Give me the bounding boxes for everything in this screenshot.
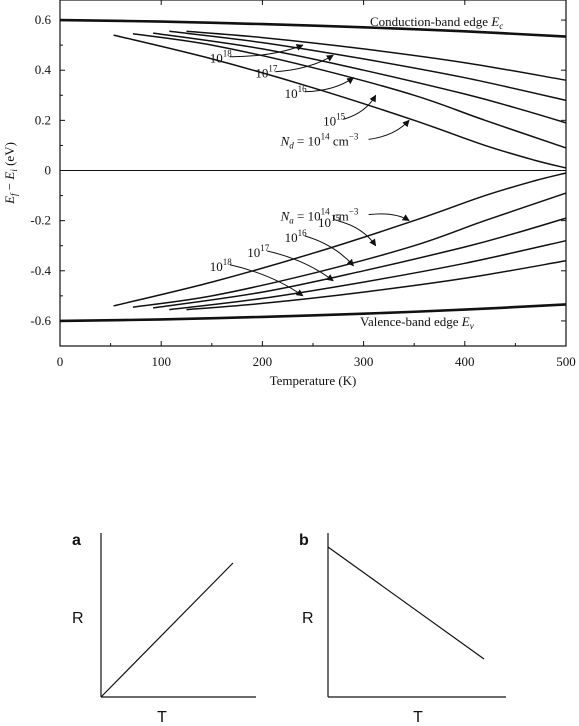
doping-label-6: 1015 <box>318 213 341 230</box>
y-tick-label: -0.4 <box>30 263 51 278</box>
conduction-band-edge-line <box>59 18 567 38</box>
acceptor-curve-4 <box>113 172 567 307</box>
doping-arrow-5 <box>368 213 410 222</box>
y-tick-label: 0.6 <box>35 12 52 27</box>
panel-a-trend-line <box>100 562 234 698</box>
panel-a: a R T <box>72 532 256 726</box>
panel-b-trend-line <box>327 546 485 660</box>
panel-b-y-label: R <box>302 610 314 627</box>
valence-band-label: Valence-band edge Ev <box>360 314 474 331</box>
doping-arrow-0 <box>229 44 304 58</box>
panel-a-y-label: R <box>72 610 84 627</box>
valence-band-edge-line <box>59 303 567 323</box>
panel-b-letter: b <box>299 532 309 549</box>
conduction-band-label: Conduction-band edge Ec <box>370 14 503 31</box>
doping-label-8: 1017 <box>247 243 270 260</box>
donor-curve-4 <box>113 34 567 169</box>
panel-b-x-label: T <box>413 709 423 726</box>
doping-label-2: 1016 <box>285 84 308 101</box>
donor-curve-1 <box>169 30 567 102</box>
y-tick-label: 0.2 <box>35 112 51 127</box>
x-tick-label: 100 <box>151 354 171 369</box>
doping-label-3: 1015 <box>323 111 346 128</box>
y-tick-label: -0.2 <box>30 213 51 228</box>
doping-arrow-1 <box>275 54 334 73</box>
doping-arrow-9 <box>229 264 304 297</box>
plot-frame <box>59 0 567 347</box>
doping-arrow-7 <box>304 235 354 267</box>
x-tick-label: 500 <box>556 354 576 369</box>
x-tick-label: 0 <box>57 354 64 369</box>
doping-arrow-8 <box>267 250 334 282</box>
doping-arrow-3 <box>342 94 377 120</box>
doping-label-5: Na = 1014 cm−3 <box>280 207 359 226</box>
panel-b: b R T <box>299 532 506 726</box>
doping-arrow-4 <box>368 119 410 140</box>
doping-arrow-2 <box>304 77 355 93</box>
donor-curve-0 <box>186 30 567 81</box>
y-tick-label: -0.6 <box>30 313 51 328</box>
donor-curve-2 <box>152 32 567 124</box>
doping-label-7: 1016 <box>285 228 308 245</box>
donor-curve-3 <box>132 33 567 149</box>
x-tick-label: 200 <box>253 354 273 369</box>
doping-label-1: 1017 <box>255 64 277 81</box>
acceptor-curve-1 <box>169 239 567 311</box>
main-chart-ticks: 0 100 200 300 400 500 0.6 0.4 0.2 0 -0.2 -0.4 -0.6 <box>30 0 576 369</box>
y-tick-label: 0 <box>45 162 52 177</box>
doping-annotations: 1018 1017 1016 1015 Nd = 1014 cm−3 Na = 1014 … <box>210 44 410 297</box>
main-chart-marks <box>59 18 567 323</box>
x-tick-label: 400 <box>455 354 475 369</box>
fermi-level-chart: 0 100 200 300 400 500 0.6 0.4 0.2 0 -0.2 -0.4 -0.6 T… <box>2 0 576 388</box>
y-axis-label: Ef − Ei (eV) <box>2 142 19 205</box>
doping-label-4: Nd = 1014 cm−3 <box>280 131 359 150</box>
doping-arrow-6 <box>337 220 377 247</box>
y-tick-label: 0.4 <box>35 62 52 77</box>
x-axis-label: Temperature (K) <box>270 373 357 388</box>
doping-label-9: 1018 <box>210 257 233 274</box>
acceptor-curve-0 <box>186 260 567 311</box>
doping-label-0: 1018 <box>210 49 233 66</box>
acceptor-curve-3 <box>132 192 567 308</box>
panel-a-letter: a <box>72 532 81 549</box>
acceptor-curve-2 <box>152 217 567 309</box>
x-tick-label: 300 <box>354 354 374 369</box>
panel-a-x-label: T <box>157 709 167 726</box>
